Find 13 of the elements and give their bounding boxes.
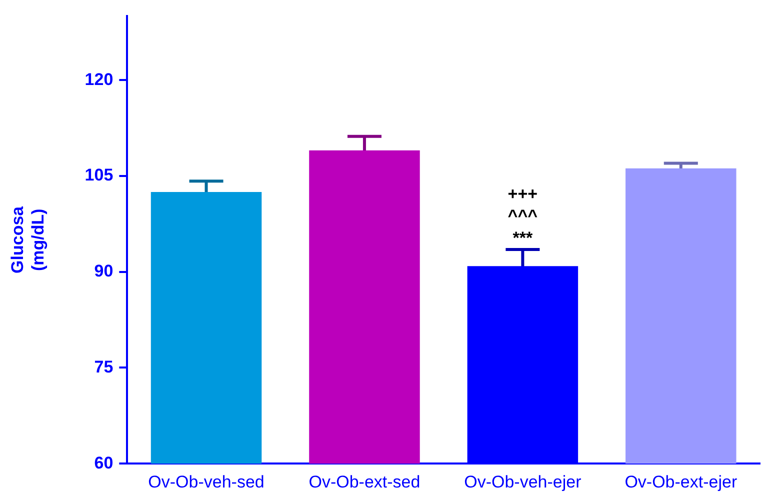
- x-tick-label: Ov-Ob-ext-ejer: [624, 472, 738, 492]
- annotation: +++: [508, 184, 538, 204]
- x-tick-label: Ov-Ob-ext-sed: [308, 472, 420, 492]
- y-tick-label: 75: [94, 357, 114, 376]
- y-tick-label: 60: [94, 453, 114, 472]
- y-tick-label: 120: [84, 70, 114, 89]
- annotation: ***: [512, 228, 533, 248]
- y-axis-title: Glucosa (mg/dL): [8, 206, 48, 274]
- y-tick-label: 105: [84, 166, 114, 185]
- x-tick-label: Ov-Ob-veh-sed: [148, 472, 264, 492]
- annotation: ^^^: [508, 206, 538, 226]
- y-tick-label: 90: [94, 262, 114, 281]
- x-tick-label: Ov-Ob-veh-ejer: [464, 472, 582, 492]
